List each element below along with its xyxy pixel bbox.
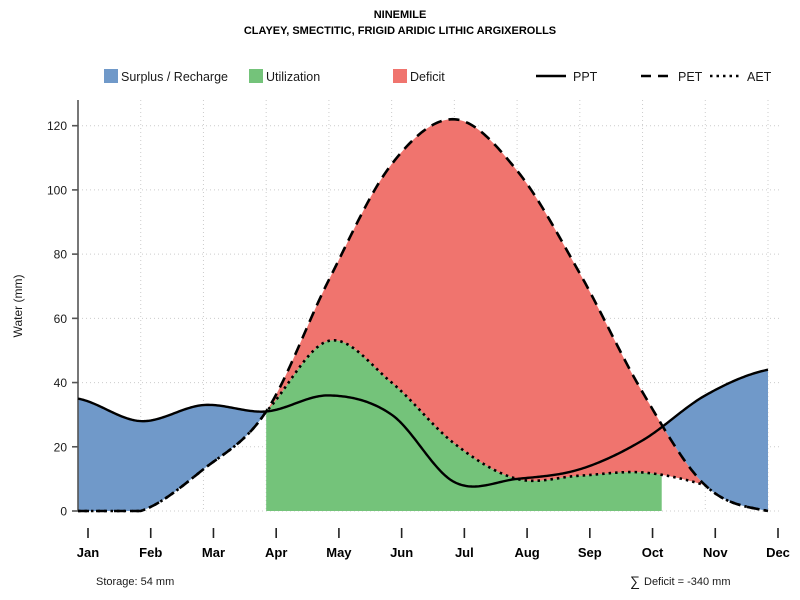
y-tick-label: 80 (54, 248, 68, 262)
x-tick-label-nov: Nov (703, 545, 728, 560)
legend-label-5: AET (747, 70, 772, 84)
y-tick-label: 0 (60, 505, 67, 519)
x-tick-label-apr: Apr (265, 545, 287, 560)
y-axis-title: Water (mm) (11, 275, 25, 338)
total-deficit-label: Deficit = -340 mm (644, 576, 731, 588)
legend-swatch-1 (249, 69, 263, 83)
series-line-ppt (77, 368, 769, 488)
chart-fill-areas (78, 119, 768, 511)
legend-label-1: Utilization (266, 70, 320, 84)
chart-series-lines (77, 117, 769, 513)
legend-label-3: PPT (573, 70, 598, 84)
x-tick-label-oct: Oct (642, 545, 664, 560)
x-tick-label-mar: Mar (202, 545, 225, 560)
y-tick-label: 60 (54, 312, 68, 326)
x-tick-label-aug: Aug (514, 545, 539, 560)
x-axis-ticks: Jan Feb Mar Apr May Jun Jul Aug Sep Oct Nov Dec (77, 528, 790, 560)
x-tick-label-feb: Feb (139, 545, 162, 560)
legend-swatch-2 (393, 69, 407, 83)
series-line-aet (78, 338, 769, 513)
y-tick-label: 20 (54, 440, 68, 454)
legend-swatch-0 (104, 69, 118, 83)
x-tick-label-may: May (326, 545, 352, 560)
x-tick-label-jul: Jul (455, 545, 474, 560)
x-tick-label-jun: Jun (390, 545, 413, 560)
x-tick-label-dec: Dec (766, 545, 790, 560)
legend-label-4: PET (678, 70, 703, 84)
legend-label-2: Deficit (410, 70, 445, 84)
legend-label-0: Surplus / Recharge (121, 70, 228, 84)
storage-label: Storage: 54 mm (96, 576, 174, 588)
chart-title-line2: CLAYEY, SMECTITIC, FRIGID ARIDIC LITHIC … (244, 25, 556, 37)
area-deficit (267, 119, 704, 485)
area-surplus-recharge (78, 369, 768, 511)
chart-title-line1: NINEMILE (374, 9, 427, 21)
series-line-pet (78, 117, 769, 513)
y-axis-ticks: 0 20 40 60 80 100 120 (47, 119, 78, 519)
y-tick-label: 120 (47, 119, 67, 133)
y-tick-label: 100 (47, 183, 67, 197)
x-tick-label-jan: Jan (77, 545, 99, 560)
area-utilization (266, 340, 662, 511)
x-tick-label-sep: Sep (578, 545, 602, 560)
sum-sigma-icon: ∑ (630, 573, 640, 589)
chart-legend: Surplus / Recharge Utilization Deficit PPT P… (104, 69, 772, 84)
y-tick-label: 40 (54, 376, 68, 390)
